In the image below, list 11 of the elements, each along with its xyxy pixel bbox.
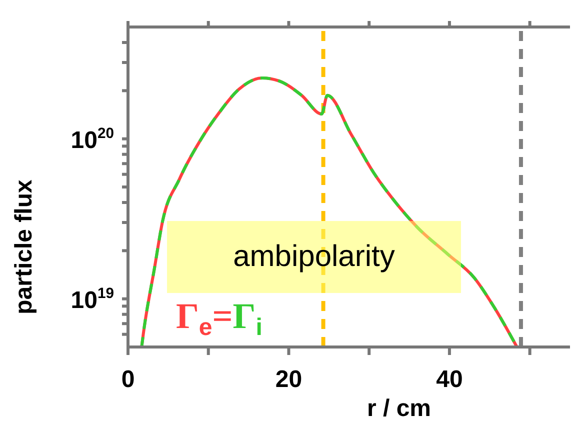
x-tick-label: 40: [436, 366, 463, 393]
line-series: [140, 76, 518, 347]
x-tick-label: 0: [121, 366, 135, 393]
series-label: Γ$_{e}$=: [176, 296, 233, 342]
x-axis-title: r / cm: [366, 395, 432, 422]
y-tick-label: 10$^{20}$: [70, 125, 114, 154]
y-tick-label: 10$^{19}$: [70, 285, 114, 314]
x-tick-label: 20: [275, 366, 302, 393]
annotation: ambipolarity: [233, 240, 395, 274]
text: Γ$_{i}$: [232, 296, 262, 342]
y-axis-title: particle flux: [10, 179, 38, 314]
